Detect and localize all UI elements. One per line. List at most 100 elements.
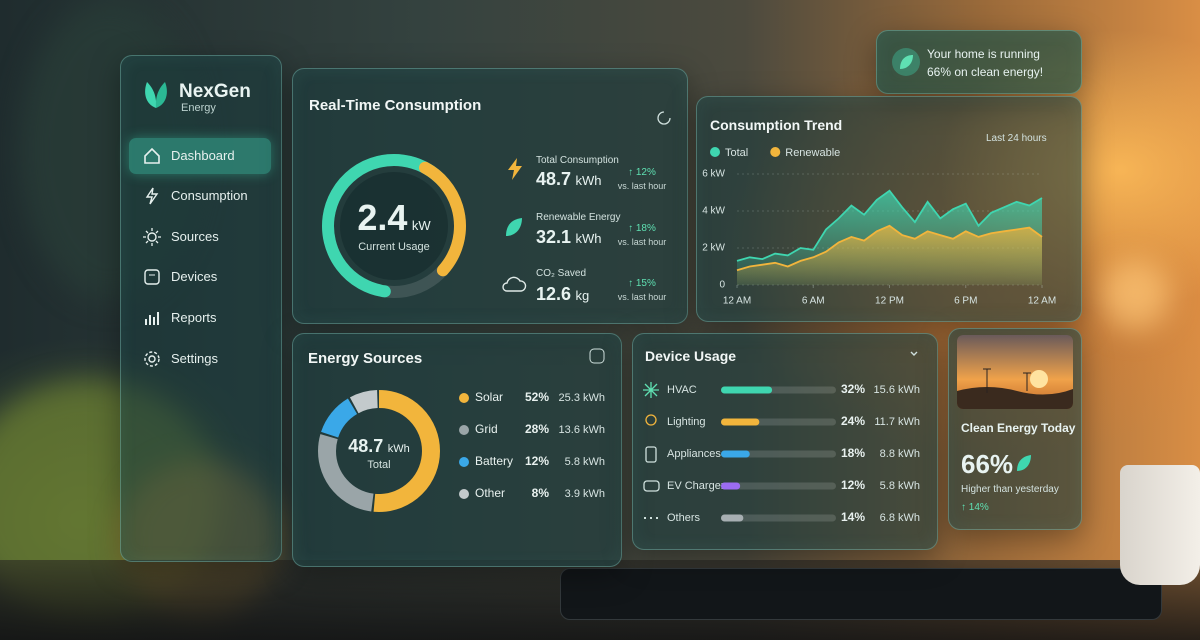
- nav-item[interactable]: Dashboard: [129, 138, 271, 174]
- metric-label: Total Consumption: [536, 155, 619, 166]
- leaf-icon: [506, 218, 522, 236]
- nav-item[interactable]: Reports: [129, 300, 271, 336]
- percent-label: 28%: [525, 422, 549, 436]
- energy-label: 5.8 kWh: [880, 480, 920, 492]
- tablet: [560, 568, 1162, 620]
- bar-track: [721, 482, 836, 490]
- center-label: Total: [367, 459, 391, 471]
- percent-label: 12%: [841, 478, 865, 492]
- legend-dot: [459, 457, 469, 467]
- refresh-icon[interactable]: [655, 109, 673, 127]
- nav-icon: [145, 187, 159, 205]
- nav-icon: [144, 269, 160, 285]
- nav-label[interactable]: Dashboard: [171, 148, 235, 163]
- donut-segment: [318, 390, 440, 512]
- area: [737, 225, 1042, 285]
- sources-chart: Solar 52% 25.3 kWh Grid 28% 13.6 kWh Battery 12…: [318, 390, 605, 512]
- nav-label[interactable]: Sources: [171, 229, 219, 244]
- line: [736, 224, 1043, 272]
- x-tick-label: 12 AM: [1028, 296, 1056, 307]
- nav-label[interactable]: Reports: [171, 310, 217, 325]
- device-panel: Device Usage HVAC 32% 15.6 kWh Lighting 24% 1…: [632, 333, 938, 550]
- metric-change: ↑ 12%: [628, 167, 656, 178]
- metric-unit: kg: [575, 288, 590, 303]
- percent-label: 52%: [525, 390, 549, 404]
- line: [736, 189, 1043, 262]
- y-tick-label: 4 kW: [702, 206, 725, 217]
- gauge-label: Current Usage: [358, 241, 430, 253]
- realtime-panel: Real-Time Consumption 2.4 kW Current Usa…: [292, 68, 688, 324]
- bar: [721, 450, 750, 458]
- cup: [1120, 465, 1200, 585]
- metric-note: vs. last hour: [617, 237, 667, 247]
- panel-title: Consumption Trend: [710, 117, 843, 133]
- metric-label: Renewable Energy: [536, 212, 621, 223]
- nav-label[interactable]: Consumption: [171, 188, 248, 203]
- gauge-value: 2.4: [357, 197, 408, 238]
- sources-panel: Energy Sources Solar 52% 25.3 kWh Grid 28% 13…: [292, 333, 622, 567]
- center-value: 48.7: [348, 436, 384, 456]
- donut-segment: [318, 390, 440, 512]
- gauge-readout: 2.4 kW: [329, 197, 459, 239]
- device-label: Appliances: [667, 448, 721, 460]
- clean-today-card: Clean Energy Today 66% Higher than yeste…: [948, 328, 1082, 530]
- nav-item[interactable]: Settings: [129, 341, 271, 377]
- percent-label: 24%: [841, 414, 865, 428]
- nav-icon: [143, 228, 161, 246]
- cloud-icon: [502, 276, 527, 292]
- nav-item[interactable]: Devices: [129, 259, 271, 295]
- energy-label: 6.8 kWh: [880, 512, 920, 524]
- metric-note: vs. last hour: [617, 181, 667, 191]
- percent-label: 12%: [525, 454, 549, 468]
- trend-chart: 0 2 kW 4 kW 6 kW 12 AM 6 AM 12 PM 6 PM 12 AM Tota…: [702, 147, 1056, 307]
- energy-label: 25.3 kWh: [559, 392, 605, 404]
- clean-energy-banner: Your home is running 66% on clean energy…: [876, 30, 1082, 94]
- nav-label[interactable]: Devices: [171, 269, 218, 284]
- x-tick-label: 12 AM: [723, 296, 751, 307]
- legend-label: Grid: [475, 422, 498, 436]
- card-title: Clean Energy Today: [961, 421, 1076, 435]
- device-label: Lighting: [667, 416, 706, 428]
- panel-menu[interactable]: [907, 346, 921, 360]
- y-tick-label: 6 kW: [702, 169, 725, 180]
- bar: [721, 514, 744, 522]
- bar-track: [721, 514, 836, 522]
- energy-label: 13.6 kWh: [559, 424, 605, 436]
- x-tick-label: 12 PM: [875, 296, 904, 307]
- metric-value: 32.1 kWh: [536, 227, 602, 248]
- card-value: 66%: [961, 449, 1014, 479]
- panel-title: Energy Sources: [308, 350, 423, 367]
- card-change: ↑ 14%: [961, 502, 989, 513]
- device-label: HVAC: [667, 384, 697, 396]
- card-note: Higher than yesterday: [961, 484, 1059, 495]
- panel-title: Device Usage: [645, 348, 737, 364]
- range-dropdown[interactable]: Last 24 hours: [986, 133, 1047, 144]
- metric-change: ↑ 15%: [628, 278, 656, 289]
- legend-dot: [459, 489, 469, 499]
- leaf-icon: [892, 48, 920, 76]
- energy-label: 15.6 kWh: [874, 384, 920, 396]
- metric-unit: kWh: [575, 173, 602, 188]
- nav-label[interactable]: Settings: [171, 351, 218, 366]
- device-icons: [643, 382, 660, 519]
- metric-number: 32.1: [536, 227, 572, 247]
- nav-icon: [145, 312, 159, 325]
- legend-label: Solar: [475, 390, 503, 404]
- device-chart: HVAC 32% 15.6 kWh Lighting 24% 11.7 kWh Applia…: [643, 382, 920, 524]
- bar: [721, 386, 773, 394]
- bolt-icon: [508, 158, 522, 180]
- metric-unit: kWh: [575, 231, 602, 246]
- energy-label: 5.8 kWh: [565, 456, 605, 468]
- donut-center: 48.7 kWh: [329, 436, 429, 457]
- panel-menu[interactable]: [589, 348, 605, 364]
- banner-line: 66% on clean energy!: [927, 65, 1044, 79]
- nav-item[interactable]: Consumption: [129, 178, 271, 214]
- legend-dot: [770, 147, 781, 157]
- light-blur: [1100, 260, 1170, 330]
- metric-number: 12.6: [536, 284, 572, 304]
- legend-dot: [710, 147, 720, 157]
- nav-item[interactable]: Sources: [129, 219, 271, 255]
- appliance-icon: [645, 446, 657, 463]
